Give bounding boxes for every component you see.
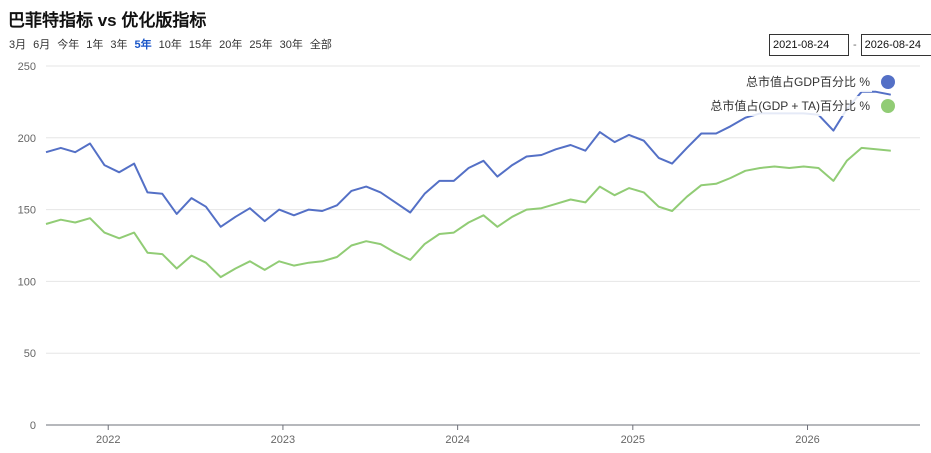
range-button-0[interactable]: 3月 xyxy=(9,39,27,51)
x-tick-label: 2022 xyxy=(96,434,120,446)
range-button-2[interactable]: 今年 xyxy=(57,39,80,51)
x-tick-label: 2023 xyxy=(271,434,295,446)
range-button-10[interactable]: 30年 xyxy=(279,39,303,51)
range-button-5[interactable]: 5年 xyxy=(134,39,152,51)
start-date-input[interactable] xyxy=(769,34,849,56)
date-range-picker: - xyxy=(769,34,931,56)
end-date-input[interactable] xyxy=(860,34,931,56)
legend: 总市值占GDP百分比 % 总市值占(GDP + TA)百分比 % xyxy=(700,72,895,116)
y-tick-label: 0 xyxy=(30,420,36,432)
series-lines xyxy=(45,90,891,279)
legend-label-1[interactable]: 总市值占(GDP + TA)百分比 % xyxy=(710,98,870,113)
range-button-8[interactable]: 20年 xyxy=(219,39,243,51)
legend-marker-0[interactable] xyxy=(881,75,895,89)
range-button-3[interactable]: 1年 xyxy=(86,39,104,51)
range-button-11[interactable]: 全部 xyxy=(309,39,332,51)
x-axis: 2022 2023 2024 2025 2026 xyxy=(96,425,820,446)
grid-lines xyxy=(46,65,920,426)
legend-label-0[interactable]: 总市值占GDP百分比 % xyxy=(746,74,870,89)
x-tick-label: 2024 xyxy=(445,434,469,446)
chart-title: 巴菲特指标 vs 优化版指标 xyxy=(8,11,207,30)
y-axis: 0 50 100 150 200 250 xyxy=(18,61,36,432)
y-tick-label: 150 xyxy=(18,205,36,217)
x-tick-label: 2025 xyxy=(621,434,645,446)
legend-bg xyxy=(700,96,872,116)
date-separator: - xyxy=(853,39,857,51)
range-button-9[interactable]: 25年 xyxy=(249,39,273,51)
range-button-1[interactable]: 6月 xyxy=(33,39,51,51)
range-button-7[interactable]: 15年 xyxy=(188,39,213,51)
x-tick-label: 2026 xyxy=(795,434,819,446)
range-button-6[interactable]: 10年 xyxy=(158,39,182,51)
y-tick-label: 200 xyxy=(18,133,36,145)
series-line-1 xyxy=(45,146,891,279)
legend-bg xyxy=(700,72,872,92)
range-button-4[interactable]: 3年 xyxy=(110,39,128,51)
series-line-0 xyxy=(45,90,891,228)
y-tick-label: 250 xyxy=(18,61,36,73)
y-tick-label: 50 xyxy=(24,348,36,360)
legend-marker-1[interactable] xyxy=(881,99,895,113)
range-selector: 3月 6月 今年 1年 3年 5年 10年 15年 20年 25年 30年 全部 xyxy=(9,36,332,52)
y-tick-label: 100 xyxy=(18,276,36,288)
